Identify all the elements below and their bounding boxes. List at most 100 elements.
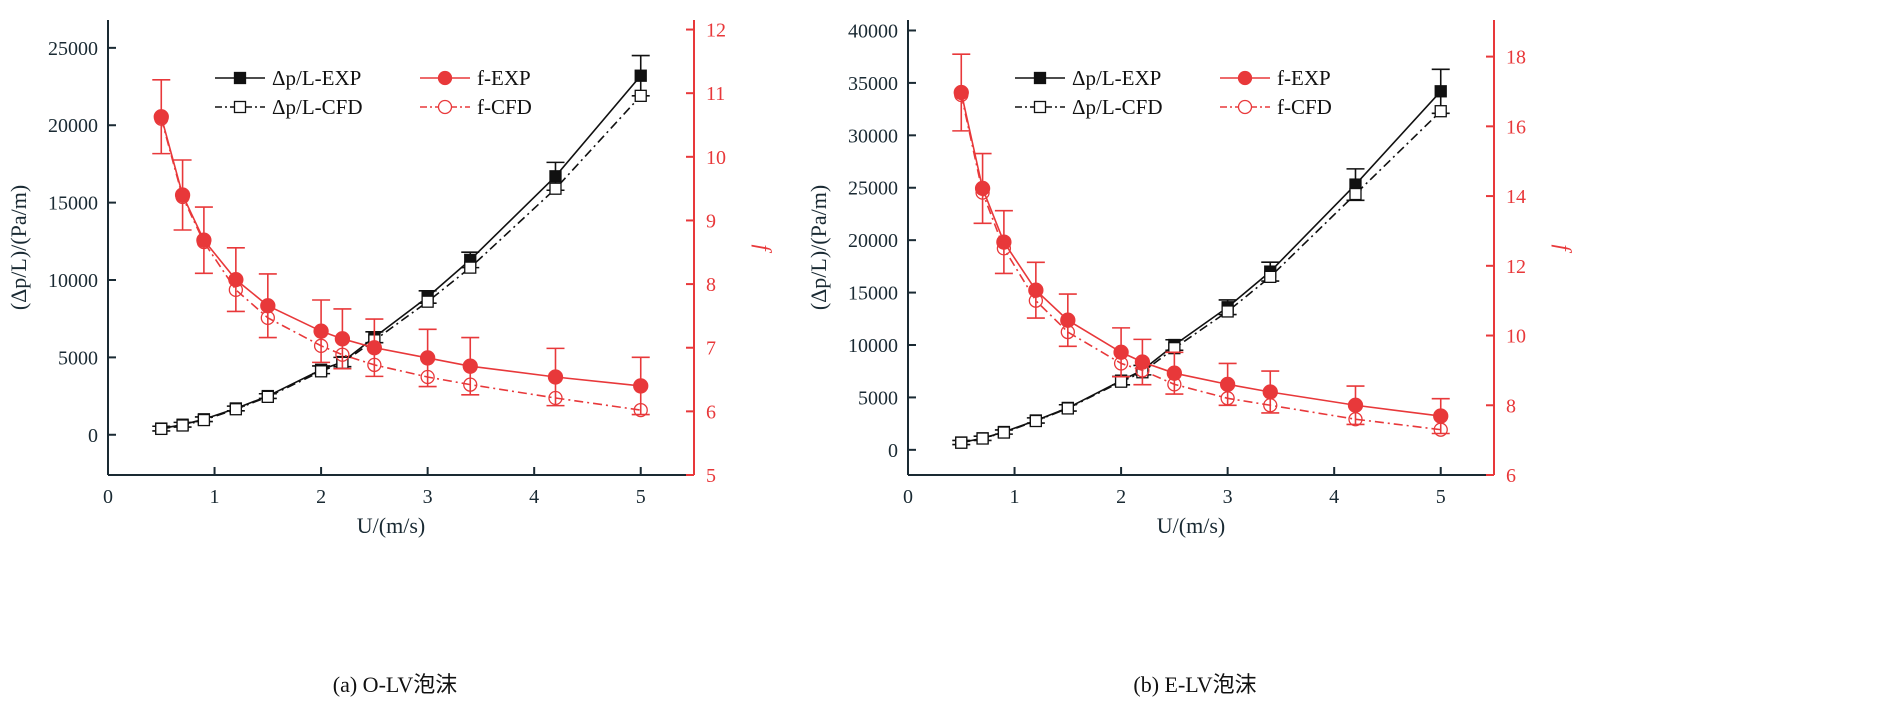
legend-label: Δp/L-CFD [1072,95,1163,119]
y-tick-label: 20000 [848,230,898,252]
series-line [161,75,642,430]
data-point [313,338,329,353]
legend-label: Δp/L-EXP [272,66,361,90]
data-point [367,357,382,373]
legend-entry: Δp/L-EXP [1015,66,1161,90]
y2-tick-label: 10 [1506,326,1526,348]
y2-tick-label: 16 [1506,116,1526,138]
data-point [1219,376,1236,392]
data-point [1349,187,1362,201]
series--p-l-exp [152,54,650,435]
series--p-l-cfd [955,105,1447,449]
series-line [160,116,641,387]
data-point [1028,293,1044,308]
data-point [1264,270,1277,284]
data-point [549,182,562,195]
data-point [196,234,212,250]
y-tick-label: 30000 [848,125,898,147]
x-tick-label: 5 [636,486,646,508]
y2-tick-label: 8 [1506,395,1516,417]
data-point [176,419,189,432]
y2-tick-label: 6 [1506,465,1516,487]
data-point [1113,356,1129,371]
data-point [1348,412,1363,427]
x-tick-label: 2 [316,486,326,508]
data-point [954,87,969,103]
data-point [1262,384,1278,400]
data-point [228,282,244,297]
legend-label: Δp/L-CFD [272,95,363,119]
x-tick-label: 4 [529,486,539,508]
x-tick-label: 1 [210,486,220,508]
legend-entry: Δp/L-CFD [1015,95,1163,119]
data-point [1166,365,1183,381]
data-point [462,358,478,374]
data-point [1029,414,1043,428]
y-tick-label: 0 [88,425,98,447]
data-point [335,347,350,362]
y2-axis-label: f [1551,244,1576,253]
x-tick-label: 0 [103,486,113,508]
data-point [549,170,562,183]
x-tick-label: 0 [903,486,913,508]
data-point [974,180,991,197]
x-tick-label: 1 [1010,486,1020,508]
y-axis-label: (Δp/L)/(Pa/m) [806,185,831,310]
data-point [1220,391,1235,406]
y-tick-label: 25000 [48,38,98,60]
data-point [1113,344,1129,360]
legend-entry: f-EXP [1220,66,1331,90]
y2-tick-label: 14 [1506,186,1526,208]
legend-entry: f-CFD [1220,95,1332,119]
data-point [634,69,647,82]
y-tick-label: 25000 [848,178,898,200]
x-axis-label: U/(m/s) [357,513,425,538]
y2-tick-label: 18 [1506,47,1526,69]
data-point [229,403,243,416]
series-line [960,94,1441,431]
series-line [960,92,1441,417]
series-line [160,118,641,411]
data-point [1061,402,1074,415]
y-tick-label: 5000 [858,387,898,409]
y-tick-label: 10000 [48,270,98,292]
series--p-l-cfd [155,89,647,436]
data-point [420,369,435,385]
data-point [1347,397,1364,413]
series-f-cfd [154,111,648,418]
data-point [633,402,648,418]
chart-caption: (b) E-LV泡沫 [1133,672,1256,697]
data-point [633,378,649,394]
y-tick-label: 5000 [58,347,98,369]
legend-entry: Δp/L-EXP [215,66,361,90]
data-point [1028,282,1044,298]
y2-tick-label: 6 [706,401,716,423]
data-point [1135,363,1150,378]
data-point [1434,105,1447,118]
data-point [1060,324,1075,340]
data-point [955,436,968,449]
data-point [976,432,989,445]
legend-marker [1237,70,1253,86]
legend-entry: f-EXP [420,66,531,90]
y-tick-label: 20000 [48,115,98,137]
legend-label: f-CFD [477,95,532,119]
y2-tick-label: 10 [706,147,726,169]
y2-axis-label: f [751,244,776,253]
series-f-exp [152,79,650,416]
legend-label: f-EXP [1277,66,1331,90]
data-point [547,369,564,385]
chart-a: 0 1 2 3 4 50500010000150002000025000567891011… [6,20,776,697]
data-point [314,365,328,378]
data-point [155,422,168,436]
data-point [1167,377,1182,392]
data-point [421,295,434,308]
data-point [260,310,275,325]
data-point [1433,408,1449,424]
y-tick-label: 40000 [848,20,898,42]
data-point [463,377,478,392]
legend-marker [233,100,247,114]
legend-label: Δp/L-EXP [1072,66,1161,90]
data-point [997,426,1011,439]
data-point [334,331,351,347]
